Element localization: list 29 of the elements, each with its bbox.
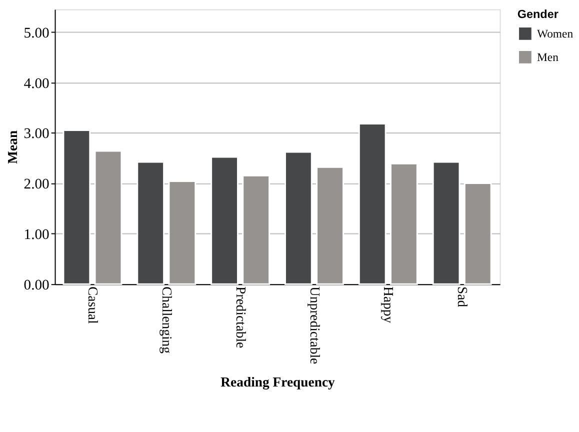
y-tick-label: 0.00 [24,277,50,294]
bar [464,182,492,285]
x-tick-label: Unpredictable [307,286,322,364]
bar [168,180,196,285]
y-tick-label: 1.00 [24,227,50,244]
bar [62,130,91,285]
y-axis-title: Mean [4,130,20,164]
bar [210,156,238,285]
y-tick-label: 3.00 [24,126,50,142]
bar [136,161,165,285]
bar [242,174,270,285]
x-tick-label: Predictable [233,286,248,348]
bar [94,150,122,285]
legend-label: Women [536,28,574,41]
x-tick-label: Casual [86,286,101,324]
y-tick-label: 4.00 [24,76,50,92]
bar [284,151,312,285]
bar [432,161,460,285]
x-tick-label: Sad [455,286,470,308]
y-tick-label: 5.00 [24,25,50,42]
legend-title: Gender [517,8,559,22]
x-axis-title: Reading Frequency [220,374,336,391]
bar [316,166,344,285]
x-tick-label: Challenging [159,286,174,354]
y-tick-label: 2.00 [24,176,50,193]
bar [390,162,418,285]
bar [358,123,386,285]
legend-label: Men [536,51,559,64]
x-tick-label: Happy [381,286,396,324]
